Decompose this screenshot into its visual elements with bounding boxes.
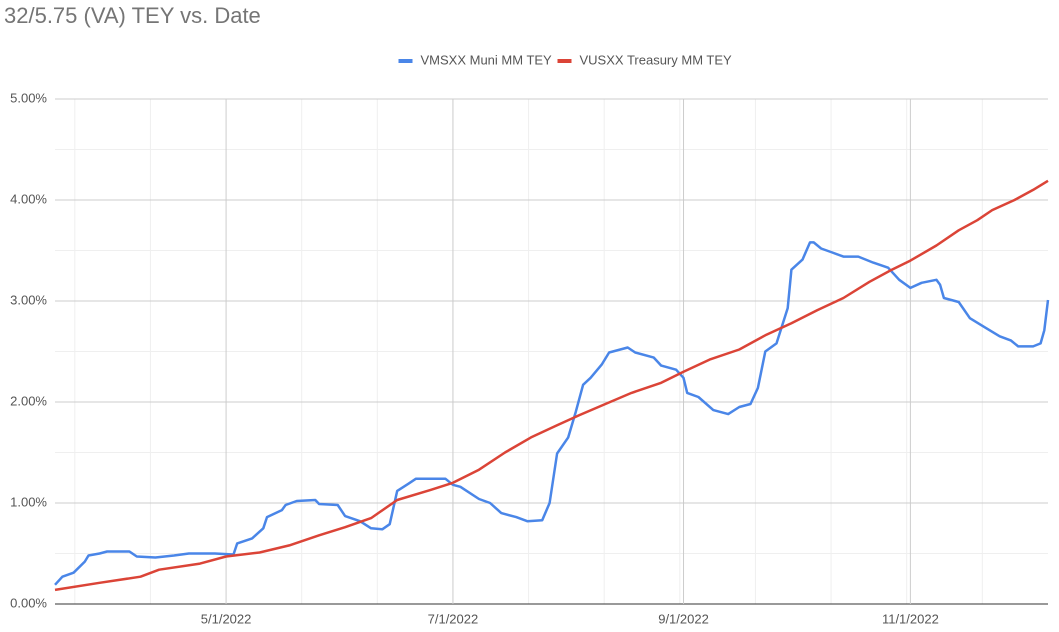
line: [54, 179, 1049, 592]
line: [54, 241, 1050, 586]
y-tick-label: 1.00%: [10, 494, 47, 509]
legend-label: VMSXX Muni MM TEY: [421, 52, 553, 67]
x-tick-label: 9/1/2022: [658, 611, 709, 626]
y-tick-label: 3.00%: [10, 292, 47, 307]
y-tick-label: 0.00%: [10, 595, 47, 610]
chart-title: 32/5.75 (VA) TEY vs. Date: [4, 3, 261, 28]
x-tick-label: 11/1/2022: [882, 611, 939, 626]
x-tick-label: 5/1/2022: [201, 611, 252, 626]
y-tick-label: 4.00%: [10, 191, 47, 206]
legend-label: VUSXX Treasury MM TEY: [580, 52, 733, 67]
y-tick-label: 5.00%: [10, 90, 47, 105]
y-tick-label: 2.00%: [10, 393, 47, 408]
x-tick-label: 7/1/2022: [428, 611, 479, 626]
